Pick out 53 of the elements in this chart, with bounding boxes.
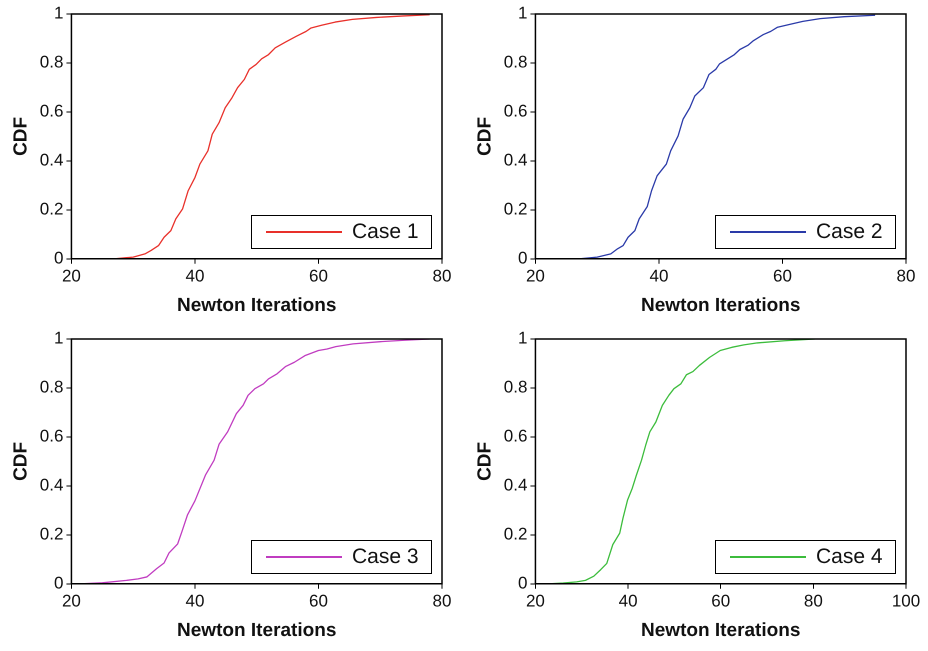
y-tick-label: 0.8: [40, 52, 64, 72]
x-axis-title: Newton Iterations: [641, 620, 800, 641]
y-tick-label: 0.6: [504, 426, 528, 446]
x-tick-label: 20: [62, 266, 81, 286]
y-tick-label: 0.8: [40, 378, 64, 397]
y-tick-label: 0.4: [40, 476, 64, 495]
x-tick-label: 20: [526, 266, 545, 286]
y-tick-label: 1: [518, 4, 528, 23]
y-tick-label: 0.6: [40, 426, 64, 446]
y-tick-label: 0.2: [504, 200, 528, 219]
x-tick-label: 100: [892, 592, 920, 611]
y-tick-label: 0.4: [40, 150, 64, 170]
x-tick-label: 80: [432, 592, 452, 611]
y-tick-label: 1: [518, 328, 528, 348]
x-tick-label: 40: [185, 592, 204, 611]
x-tick-label: 80: [804, 592, 823, 611]
x-tick-label: 40: [185, 266, 204, 286]
y-tick-label: 0.2: [40, 524, 64, 544]
x-tick-label: 60: [309, 592, 328, 611]
y-tick-label: 0.6: [40, 102, 64, 121]
y-tick-label: 0: [518, 248, 528, 268]
x-axis-title: Newton Iterations: [177, 620, 336, 641]
y-axis-title: CDF: [474, 442, 496, 481]
x-tick-label: 40: [649, 266, 668, 286]
y-tick-label: 0.6: [504, 102, 528, 121]
legend-label: Case 2: [816, 220, 883, 244]
y-axis-title: CDF: [474, 116, 496, 156]
y-axis-title: CDF: [10, 442, 32, 481]
y-tick-label: 0: [518, 573, 528, 592]
legend-label: Case 4: [816, 544, 883, 569]
y-tick-label: 0.4: [504, 476, 528, 495]
x-tick-label: 60: [773, 266, 792, 286]
x-axis-title: Newton Iterations: [641, 294, 800, 316]
y-tick-label: 0.8: [504, 52, 528, 72]
x-tick-label: 20: [62, 592, 81, 611]
x-tick-label: 20: [526, 592, 545, 611]
legend-label: Case 1: [352, 220, 419, 244]
legend-label: Case 3: [352, 544, 419, 569]
y-tick-label: 0.8: [504, 378, 528, 397]
y-tick-label: 0.2: [40, 200, 64, 219]
y-tick-label: 1: [54, 4, 64, 23]
x-axis-title: Newton Iterations: [177, 294, 336, 316]
y-axis-title: CDF: [10, 116, 32, 156]
y-tick-label: 0.2: [504, 524, 528, 544]
y-tick-label: 0: [54, 248, 64, 268]
x-tick-label: 40: [618, 592, 638, 611]
x-tick-label: 80: [896, 266, 916, 286]
y-tick-label: 0.4: [504, 150, 528, 170]
y-tick-label: 1: [54, 328, 64, 348]
x-tick-label: 80: [432, 266, 452, 286]
x-tick-label: 60: [711, 592, 730, 611]
y-tick-label: 0: [54, 573, 64, 592]
x-tick-label: 60: [309, 266, 328, 286]
